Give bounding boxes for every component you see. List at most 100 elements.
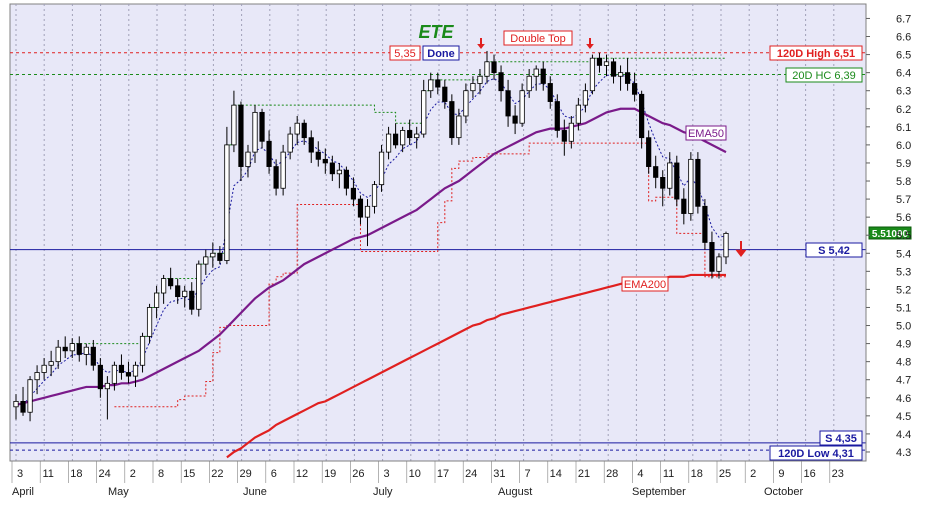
candle [97,358,103,398]
double-top-label-box [503,30,573,46]
candle-body [125,372,132,377]
candle-body [639,93,645,139]
candle [667,152,673,196]
candle [294,115,300,145]
candle [203,249,209,275]
candle [378,144,385,192]
candle [610,58,617,84]
candle [27,376,33,422]
y-tick-label: 4.6 [896,393,911,405]
candle-body [540,68,546,84]
candle-body [421,90,427,135]
candles [13,50,729,422]
candle [561,119,567,156]
x-tick-label: 3 [384,468,390,480]
x-month-label: September [632,486,686,498]
candle [364,199,371,247]
done-label-box [422,45,460,61]
candle-body [329,162,335,175]
candle-body [336,169,342,175]
candle-body [55,346,61,363]
x-tick-label: 28 [606,468,618,480]
candle [231,90,237,153]
candle-body [231,104,237,146]
x-month-label: October [764,486,803,498]
candle [139,332,146,373]
x-tick-label: 21 [578,468,590,480]
x-tick-label: 25 [719,468,731,480]
y-tick-label: 5.7 [896,194,911,206]
y-tick-label: 5.9 [896,158,911,170]
trailing-stop-line [114,142,726,408]
candle [41,358,47,380]
candle-body [674,162,680,200]
candle [639,90,645,149]
candle [111,361,118,391]
candle-body [498,72,504,92]
candle [118,354,125,380]
candle [435,72,441,95]
x-month-label: June [243,486,267,498]
candle [681,188,687,225]
y-tick-label: 6.3 [896,86,911,98]
candle-body [723,233,729,258]
candle-body [533,68,539,77]
candle [554,94,560,138]
candle-body [90,346,96,366]
x-tick-label: 2 [750,468,756,480]
candle-body [259,111,265,142]
candle [55,339,61,369]
x-tick-label: 22 [211,468,223,480]
candle [449,94,455,145]
candle [702,199,708,250]
candle [132,361,139,387]
candle-body [13,400,19,408]
candle-body [660,177,666,189]
support2-label: S 4,35 [825,433,857,445]
candle [484,50,490,84]
x-tick-label: 14 [550,468,562,480]
axes: 6.76.66.56.46.36.26.16.05.95.85.75.65.55… [10,4,911,498]
candle-body [343,169,349,189]
x-tick-label: 6 [271,468,277,480]
candle-body [610,61,617,77]
candle-body [168,278,174,287]
candle-body [463,90,469,117]
x-tick-label: 26 [352,468,364,480]
candle [385,126,392,160]
candle-body [182,290,188,298]
x-tick-label: 3 [17,468,23,480]
candle [582,83,589,113]
candle-body [280,151,286,189]
x-tick-label: 10 [409,468,421,480]
candle [301,119,307,145]
candle-body [203,256,209,265]
candle [196,260,202,317]
candle [336,162,342,189]
candle-body [97,364,103,390]
y-tick-label: 5.0 [896,321,911,333]
last-price-label: 5.51000 [872,229,909,240]
candle-body [146,307,153,337]
candle-body [702,205,708,243]
candle [533,65,539,91]
candle [146,303,153,344]
candle [575,97,581,131]
candle-body [709,242,715,272]
candle [350,177,357,207]
candle-body [646,137,652,167]
ema50-label: EMA50 [688,128,724,140]
x-tick-label: 15 [183,468,195,480]
candle [456,108,462,145]
candle-body [139,335,146,366]
candle-body [442,86,448,102]
candle-body [48,361,54,366]
candle [589,54,596,95]
candle-body [27,379,33,413]
hc-20d-label-box [785,67,863,83]
candle-body [414,133,420,139]
y-tick-label: 4.7 [896,375,911,387]
candle [491,54,497,80]
candle [568,115,574,149]
